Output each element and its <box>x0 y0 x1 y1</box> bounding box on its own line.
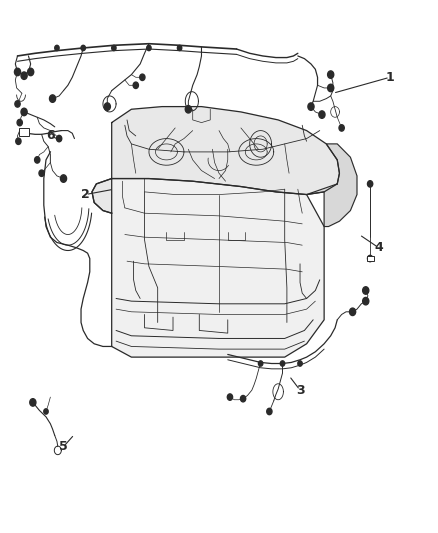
Circle shape <box>367 181 373 187</box>
Circle shape <box>16 138 21 144</box>
Text: 5: 5 <box>59 440 68 453</box>
Circle shape <box>328 71 334 78</box>
Circle shape <box>28 68 34 76</box>
Circle shape <box>185 106 191 113</box>
Circle shape <box>14 68 21 76</box>
Circle shape <box>49 95 56 102</box>
Circle shape <box>267 408 272 415</box>
Text: 3: 3 <box>296 384 304 397</box>
Text: 6: 6 <box>46 130 55 142</box>
Circle shape <box>147 45 151 51</box>
Polygon shape <box>92 179 324 357</box>
Text: 2: 2 <box>81 188 90 201</box>
Polygon shape <box>307 144 357 227</box>
Circle shape <box>55 45 59 51</box>
Polygon shape <box>92 107 339 213</box>
Circle shape <box>17 119 22 126</box>
Circle shape <box>227 394 233 400</box>
Circle shape <box>328 84 334 92</box>
Text: 1: 1 <box>385 71 394 84</box>
Circle shape <box>21 108 27 116</box>
Circle shape <box>81 45 85 51</box>
Circle shape <box>308 103 314 110</box>
Circle shape <box>367 255 373 262</box>
Circle shape <box>15 101 20 107</box>
Circle shape <box>35 157 40 163</box>
Circle shape <box>363 297 369 305</box>
Circle shape <box>339 125 344 131</box>
Circle shape <box>39 170 44 176</box>
Circle shape <box>60 175 67 182</box>
Bar <box>367 256 374 261</box>
Circle shape <box>44 409 48 414</box>
Bar <box>19 128 29 136</box>
Circle shape <box>112 45 116 51</box>
Circle shape <box>30 399 36 406</box>
Circle shape <box>280 361 285 366</box>
Circle shape <box>240 395 246 402</box>
Circle shape <box>258 361 263 366</box>
Text: 4: 4 <box>374 241 383 254</box>
Circle shape <box>140 74 145 80</box>
Circle shape <box>350 308 356 316</box>
Circle shape <box>363 287 369 294</box>
Circle shape <box>57 135 62 142</box>
Circle shape <box>298 361 302 366</box>
Circle shape <box>21 72 27 79</box>
Circle shape <box>133 82 138 88</box>
Circle shape <box>319 111 325 118</box>
Circle shape <box>104 103 110 110</box>
Circle shape <box>177 45 182 51</box>
